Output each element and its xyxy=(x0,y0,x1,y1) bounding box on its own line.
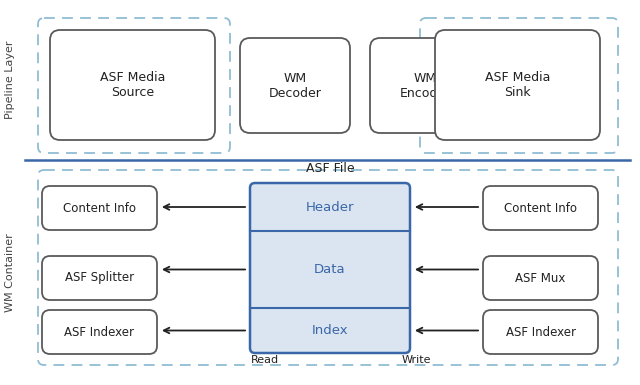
FancyBboxPatch shape xyxy=(483,310,598,354)
Text: Header: Header xyxy=(306,201,355,214)
FancyBboxPatch shape xyxy=(435,30,600,140)
FancyBboxPatch shape xyxy=(42,310,157,354)
Text: ASF Mux: ASF Mux xyxy=(515,271,566,285)
Text: Index: Index xyxy=(312,324,348,337)
FancyBboxPatch shape xyxy=(250,183,410,353)
Text: WM
Decoder: WM Decoder xyxy=(269,72,321,99)
Text: Pipeline Layer: Pipeline Layer xyxy=(5,41,15,119)
FancyBboxPatch shape xyxy=(50,30,215,140)
Text: ASF Indexer: ASF Indexer xyxy=(506,325,575,338)
Text: Data: Data xyxy=(314,263,346,276)
Text: Content Info: Content Info xyxy=(63,201,136,214)
Text: ASF Indexer: ASF Indexer xyxy=(65,325,134,338)
FancyBboxPatch shape xyxy=(42,186,157,230)
Text: ASF Media
Sink: ASF Media Sink xyxy=(485,71,550,99)
FancyBboxPatch shape xyxy=(483,256,598,300)
Text: ASF Splitter: ASF Splitter xyxy=(65,271,134,285)
Text: WM
Encoder: WM Encoder xyxy=(399,72,451,99)
Text: ASF File: ASF File xyxy=(306,162,355,175)
Text: WM Container: WM Container xyxy=(5,233,15,312)
Text: ASF Media
Source: ASF Media Source xyxy=(100,71,165,99)
FancyBboxPatch shape xyxy=(42,256,157,300)
Text: Read: Read xyxy=(251,355,279,365)
FancyBboxPatch shape xyxy=(240,38,350,133)
Text: Write: Write xyxy=(401,355,431,365)
FancyBboxPatch shape xyxy=(483,186,598,230)
FancyBboxPatch shape xyxy=(370,38,480,133)
Text: Content Info: Content Info xyxy=(504,201,577,214)
